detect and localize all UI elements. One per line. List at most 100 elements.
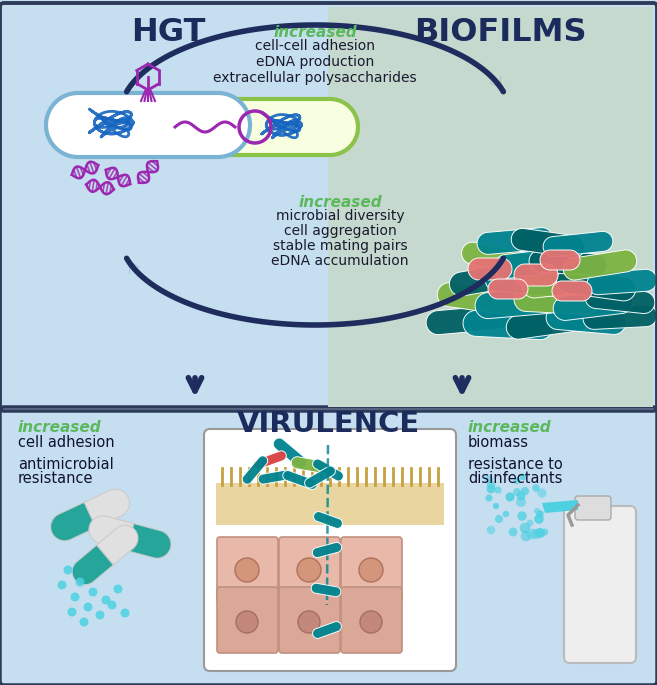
Text: increased: increased [468, 420, 552, 435]
Text: biomass: biomass [468, 435, 529, 450]
Polygon shape [468, 258, 512, 280]
Text: resistance: resistance [18, 471, 93, 486]
Circle shape [516, 492, 526, 501]
Polygon shape [283, 471, 317, 490]
Polygon shape [254, 451, 286, 469]
Polygon shape [258, 470, 292, 484]
Circle shape [505, 493, 514, 501]
Polygon shape [543, 232, 613, 257]
Text: increased: increased [273, 25, 357, 40]
Text: microbial diversity: microbial diversity [276, 209, 404, 223]
Polygon shape [462, 242, 538, 276]
FancyBboxPatch shape [217, 537, 278, 603]
Polygon shape [553, 290, 633, 321]
Circle shape [520, 523, 530, 534]
Polygon shape [313, 512, 342, 528]
Polygon shape [426, 306, 510, 334]
Polygon shape [463, 310, 553, 340]
Polygon shape [305, 466, 335, 488]
Circle shape [527, 520, 533, 526]
Text: disinfectants: disinfectants [468, 471, 562, 486]
Text: increased: increased [298, 195, 382, 210]
Polygon shape [291, 457, 328, 473]
FancyBboxPatch shape [217, 587, 278, 653]
Polygon shape [313, 621, 342, 638]
Polygon shape [312, 543, 342, 558]
FancyBboxPatch shape [341, 587, 402, 653]
Circle shape [520, 473, 526, 480]
Text: HGT: HGT [131, 17, 205, 48]
Circle shape [487, 481, 495, 489]
Polygon shape [540, 250, 580, 270]
Text: cell aggregation: cell aggregation [284, 224, 396, 238]
Circle shape [509, 527, 518, 536]
FancyBboxPatch shape [341, 537, 402, 603]
Polygon shape [514, 288, 598, 314]
Circle shape [68, 608, 76, 616]
Polygon shape [585, 286, 655, 314]
Text: extracellular polysaccharides: extracellular polysaccharides [213, 71, 417, 85]
Bar [328, 7, 653, 407]
Polygon shape [494, 247, 576, 279]
Circle shape [79, 617, 89, 627]
Polygon shape [542, 500, 578, 513]
Circle shape [534, 508, 540, 514]
Text: cell adhesion: cell adhesion [18, 435, 114, 450]
FancyBboxPatch shape [0, 407, 657, 685]
Circle shape [485, 475, 493, 484]
FancyBboxPatch shape [279, 537, 340, 603]
Text: VIRULENCE: VIRULENCE [237, 410, 420, 438]
Polygon shape [477, 227, 553, 254]
Polygon shape [449, 262, 531, 296]
Polygon shape [311, 583, 341, 597]
Polygon shape [552, 281, 592, 301]
Polygon shape [46, 93, 250, 157]
Circle shape [101, 595, 110, 604]
FancyBboxPatch shape [0, 3, 657, 411]
Polygon shape [546, 306, 626, 334]
Text: antimicrobial: antimicrobial [18, 457, 114, 472]
Polygon shape [556, 269, 636, 301]
Circle shape [58, 580, 66, 590]
Polygon shape [511, 228, 585, 258]
Polygon shape [507, 307, 590, 339]
Circle shape [360, 611, 382, 633]
Circle shape [517, 511, 527, 521]
Circle shape [76, 577, 85, 586]
Circle shape [486, 495, 493, 501]
FancyBboxPatch shape [279, 587, 340, 653]
Polygon shape [583, 305, 657, 329]
Polygon shape [529, 250, 607, 276]
Circle shape [516, 497, 526, 507]
FancyBboxPatch shape [204, 429, 456, 671]
Polygon shape [475, 288, 561, 319]
Polygon shape [563, 250, 637, 280]
Polygon shape [485, 267, 569, 297]
Polygon shape [488, 279, 528, 299]
Circle shape [236, 611, 258, 633]
Circle shape [534, 514, 544, 524]
Circle shape [235, 558, 259, 582]
FancyBboxPatch shape [575, 496, 611, 520]
Circle shape [89, 588, 97, 597]
Circle shape [494, 486, 501, 494]
Circle shape [535, 528, 545, 538]
Text: BIOFILMS: BIOFILMS [414, 17, 586, 48]
Polygon shape [126, 523, 171, 558]
Polygon shape [242, 456, 267, 484]
Circle shape [495, 515, 503, 523]
Circle shape [114, 584, 122, 593]
Text: eDNA accumulation: eDNA accumulation [271, 254, 409, 268]
Circle shape [120, 608, 129, 617]
Circle shape [70, 593, 79, 601]
Polygon shape [438, 283, 523, 315]
Circle shape [503, 511, 509, 517]
Circle shape [536, 510, 544, 518]
Circle shape [537, 488, 547, 498]
Circle shape [513, 488, 521, 496]
Text: eDNA production: eDNA production [256, 55, 374, 69]
Circle shape [359, 558, 383, 582]
Polygon shape [51, 502, 96, 541]
Polygon shape [89, 516, 133, 551]
Circle shape [521, 487, 529, 495]
